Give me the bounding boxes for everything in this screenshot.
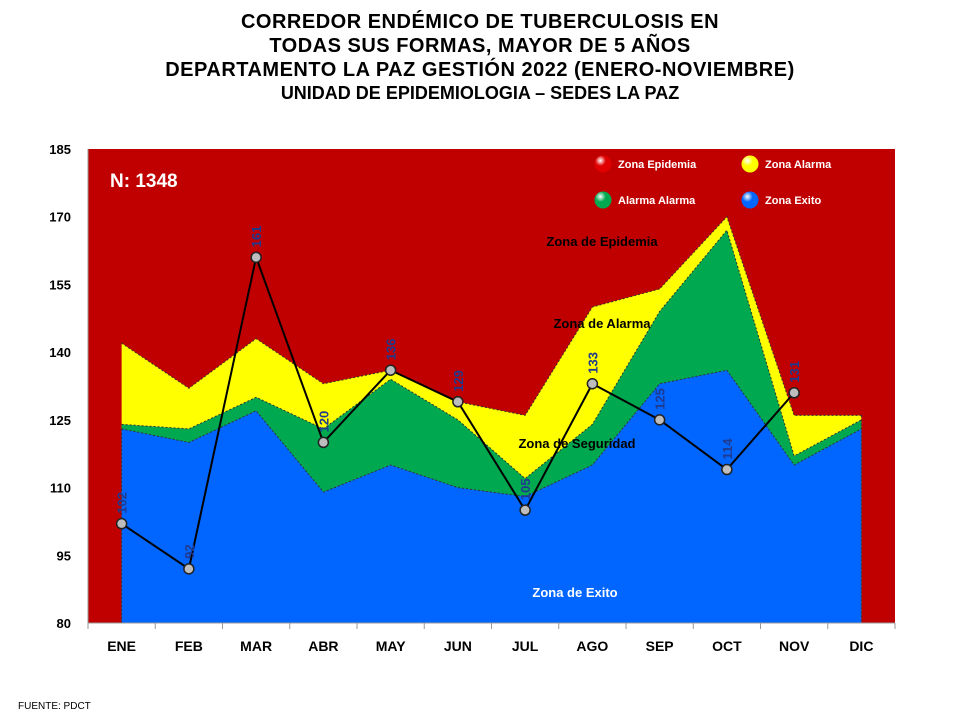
x-tick-label: OCT xyxy=(712,638,742,654)
y-tick-label: 80 xyxy=(57,616,71,631)
zone-annotation: Zona de Alarma xyxy=(553,316,651,331)
x-tick-label: AGO xyxy=(576,638,608,654)
y-tick-label: 140 xyxy=(49,345,71,360)
data-label: 136 xyxy=(384,338,399,360)
zone-annotation: Zona de Exito xyxy=(532,585,617,600)
chart-titles: CORREDOR ENDÉMICO DE TUBERCULOSIS EN TOD… xyxy=(0,10,960,104)
zone-annotation: Zona de Seguridad xyxy=(518,436,635,451)
data-point xyxy=(586,377,599,390)
y-tick-label: 95 xyxy=(57,548,71,563)
zone-boundary-line xyxy=(121,369,862,498)
y-tick-label: 125 xyxy=(49,413,71,428)
x-tick-label: MAR xyxy=(240,638,272,654)
legend-label: Zona Epidemia xyxy=(618,159,697,171)
data-point xyxy=(519,504,531,516)
legend-label: Zona Alarma xyxy=(765,159,832,171)
legend-label: Zona Exito xyxy=(765,195,822,207)
data-point xyxy=(250,251,262,264)
data-label: 120 xyxy=(316,411,331,433)
zone-annotation: Zona de Epidemia xyxy=(546,234,658,249)
data-label: 161 xyxy=(249,226,264,248)
chart-title: CORREDOR ENDÉMICO DE TUBERCULOSIS EN TOD… xyxy=(165,11,795,81)
x-tick-label: ABR xyxy=(308,638,338,654)
x-tick-label: FEB xyxy=(175,638,203,654)
data-point xyxy=(115,517,128,530)
data-label: 129 xyxy=(451,370,466,392)
data-label: 133 xyxy=(585,352,600,374)
legend-label: Alarma Alarma xyxy=(618,195,696,207)
data-label: 131 xyxy=(787,361,802,383)
legend-marker xyxy=(594,155,612,173)
legend-marker xyxy=(741,155,759,173)
data-point xyxy=(384,364,397,376)
x-tick-label: SEP xyxy=(646,638,674,654)
data-point xyxy=(721,463,733,476)
data-point xyxy=(653,414,666,426)
x-tick-label: JUL xyxy=(512,638,539,654)
n-total-label: N: 1348 xyxy=(110,171,178,192)
x-tick-label: ENE xyxy=(107,638,136,654)
x-tick-label: DIC xyxy=(849,638,873,654)
y-tick-label: 110 xyxy=(50,481,71,496)
legend-marker xyxy=(594,191,612,209)
data-point xyxy=(788,387,800,399)
x-tick-label: JUN xyxy=(444,638,472,654)
legend-marker xyxy=(741,191,759,209)
data-label: 105 xyxy=(518,478,533,500)
data-point xyxy=(183,563,195,575)
data-point xyxy=(317,436,330,449)
x-tick-label: NOV xyxy=(779,638,810,654)
data-label: 92 xyxy=(182,544,197,558)
y-tick-label: 155 xyxy=(49,277,71,292)
y-tick-label: 170 xyxy=(49,210,71,225)
zone-boundary-line xyxy=(121,229,862,480)
y-tick-label: 185 xyxy=(49,142,71,157)
data-label: 114 xyxy=(720,438,735,460)
data-label: 102 xyxy=(115,492,130,514)
data-point xyxy=(452,396,464,408)
source-note: FUENTE: PDCT xyxy=(18,701,91,712)
chart-subtitle: UNIDAD DE EPIDEMIOLOGIA – SEDES LA PAZ xyxy=(280,83,680,103)
x-tick-label: MAY xyxy=(376,638,406,654)
data-label: 125 xyxy=(653,388,668,410)
